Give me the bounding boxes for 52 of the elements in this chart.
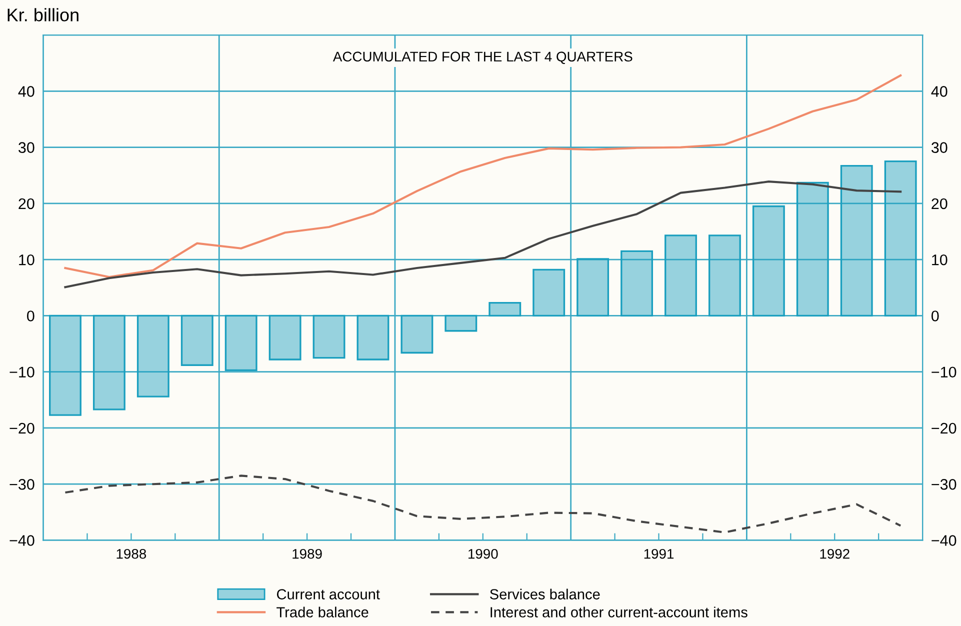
bar bbox=[884, 160, 917, 317]
y-tick-label: 0 bbox=[27, 310, 34, 322]
bar bbox=[224, 314, 258, 371]
y2-tick-label: −10 bbox=[932, 366, 956, 378]
bar bbox=[268, 314, 302, 360]
y-tick-label: −10 bbox=[10, 366, 34, 378]
line-series bbox=[64, 74, 902, 278]
bar bbox=[488, 302, 522, 317]
bar bbox=[840, 165, 873, 317]
legend-label: Trade balance bbox=[276, 606, 368, 618]
y2-tick-label: −20 bbox=[932, 422, 956, 434]
x-tick-label: 1992 bbox=[820, 548, 850, 559]
y-tick-label: −20 bbox=[10, 422, 34, 434]
bar bbox=[796, 182, 829, 317]
y2-tick-label: −40 bbox=[932, 535, 956, 546]
y-tick-label: 20 bbox=[18, 198, 34, 210]
y-tick-label: 10 bbox=[19, 254, 34, 266]
bar bbox=[180, 314, 214, 366]
y2-tick-label: 0 bbox=[931, 310, 939, 322]
legend-label: Current account bbox=[276, 589, 380, 600]
bar bbox=[92, 314, 126, 410]
annotation: ACCUMULATED FOR THE LAST 4 QUARTERS bbox=[332, 52, 632, 64]
x-tick-label: 1990 bbox=[468, 548, 498, 559]
line-series bbox=[64, 180, 902, 288]
bar bbox=[752, 205, 785, 317]
y-tick-label: 30 bbox=[18, 142, 34, 154]
y-tick-label: −40 bbox=[10, 535, 34, 546]
x-tick-label: 1989 bbox=[292, 548, 322, 559]
y2-tick-label: 30 bbox=[931, 142, 948, 154]
y2-tick-label: 40 bbox=[931, 86, 948, 97]
bar bbox=[356, 314, 390, 360]
y-tick-label: −30 bbox=[10, 478, 34, 490]
y2-tick-label: 20 bbox=[932, 198, 948, 210]
bar bbox=[49, 314, 82, 416]
y-tick-label: 40 bbox=[18, 86, 34, 97]
y2-tick-label: 10 bbox=[932, 254, 948, 266]
bar bbox=[576, 258, 610, 317]
x-tick-label: 1988 bbox=[116, 548, 146, 559]
legend-label: Interest and other current-account items bbox=[490, 606, 748, 618]
bar bbox=[444, 314, 478, 332]
bar bbox=[400, 314, 434, 354]
y-axis-title: Kr. billion bbox=[8, 8, 78, 22]
x-tick-label: 1991 bbox=[644, 548, 674, 559]
line-series bbox=[64, 474, 902, 534]
y2-tick-label: −30 bbox=[932, 478, 956, 490]
bar bbox=[136, 314, 170, 398]
bar bbox=[664, 234, 697, 317]
bar bbox=[312, 314, 346, 359]
bar bbox=[708, 234, 741, 317]
bar bbox=[620, 250, 654, 317]
bar bbox=[532, 268, 566, 317]
legend-label: Services balance bbox=[490, 588, 600, 600]
